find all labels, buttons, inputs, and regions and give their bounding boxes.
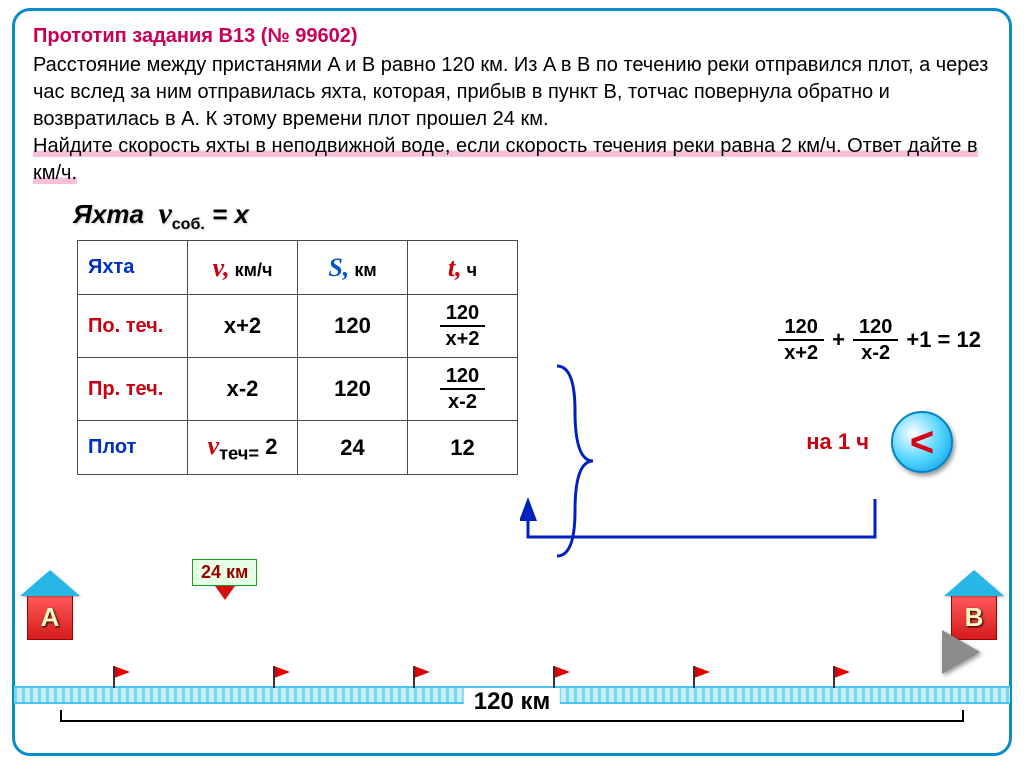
house-a: A <box>20 570 80 640</box>
table-head-object: Яхта <box>78 241 188 295</box>
table-row: Плот vтеч= 2 24 12 <box>78 421 518 475</box>
data-table: Яхта v, км/ч S, км t, ч По. теч. x+2 120… <box>77 240 518 475</box>
less-than-badge: < <box>891 411 953 473</box>
table-row: Пр. теч. x-2 120 120x-2 <box>78 358 518 421</box>
problem-p1: Расстояние между пристанями A и B равно … <box>33 54 988 130</box>
problem-text: Расстояние между пристанями A и B равно … <box>33 52 991 187</box>
table-head-t: t, ч <box>408 241 518 295</box>
river-illustration: A B 24 км 120 км <box>14 618 1010 728</box>
problem-title: Прототип задания B13 (№ 99602) <box>33 25 991 48</box>
yacht-own-speed: Яхта vсоб. = x <box>73 197 991 234</box>
marker-24km: 24 км <box>192 559 257 600</box>
time-equation: 120x+2 + 120x-2 +1 = 12 <box>778 317 981 363</box>
problem-p2: Найдите скорость яхты в неподвижной воде… <box>33 135 978 184</box>
difference-note: на 1 ч <box>806 429 869 455</box>
table-head-v: v, км/ч <box>188 241 298 295</box>
arrow-connector <box>520 497 880 547</box>
next-button[interactable] <box>942 630 980 674</box>
table-row: По. теч. x+2 120 120x+2 <box>78 295 518 358</box>
table-head-s: S, км <box>298 241 408 295</box>
distance-label: 120 км <box>464 688 560 716</box>
